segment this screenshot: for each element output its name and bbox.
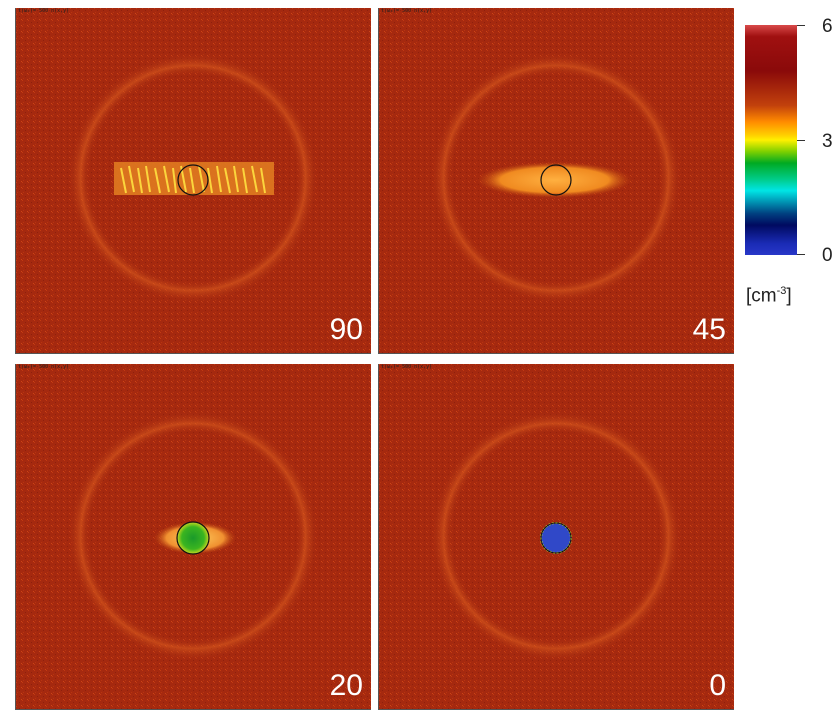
density-panel-0: t(ω₀)= 500 n(x,y) 0 (378, 364, 734, 710)
colorbar-tick (797, 254, 805, 255)
colorbar-unit: [cm-3] (746, 285, 792, 307)
unit-exponent: -3 (776, 285, 787, 297)
panel-tag: t(ω₀)= 500 n(x,y) (18, 364, 70, 370)
panel-tag: t(ω₀)= 500 n(x,y) (381, 8, 433, 14)
panel-angle-label: 90 (329, 313, 363, 346)
density-panel-20: t(ω₀)= 500 n(x,y) 20 (15, 364, 371, 710)
colorbar-label-max: 6 (822, 16, 833, 37)
panel-angle-label: 20 (329, 669, 363, 702)
unit-close: ] (786, 285, 792, 307)
colorbar-label-mid: 3 (822, 131, 833, 152)
colorbar (745, 25, 797, 255)
colorbar-tick (797, 140, 805, 141)
density-map-0 (379, 364, 734, 709)
density-map-20 (16, 364, 371, 709)
filament-pattern (120, 165, 266, 194)
panel-angle-label: 0 (709, 669, 726, 702)
density-map-90 (16, 8, 371, 353)
unit-base: [cm (746, 285, 777, 307)
density-map-45 (379, 8, 734, 353)
density-panel-45: t(ω₀)= 500 n(x,y) 45 (378, 8, 734, 354)
density-panel-90: t(ω₀)= 500 n(x,y) 90 (15, 8, 371, 354)
panel-tag: t(ω₀)= 500 n(x,y) (381, 364, 433, 370)
panel-tag: t(ω₀)= 500 n(x,y) (18, 8, 70, 14)
panel-angle-label: 45 (692, 313, 726, 346)
colorbar-tick (797, 25, 805, 26)
colorbar-label-min: 0 (822, 245, 833, 266)
